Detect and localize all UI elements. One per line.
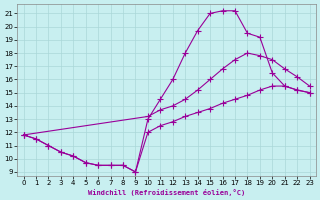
X-axis label: Windchill (Refroidissement éolien,°C): Windchill (Refroidissement éolien,°C) [88, 189, 245, 196]
